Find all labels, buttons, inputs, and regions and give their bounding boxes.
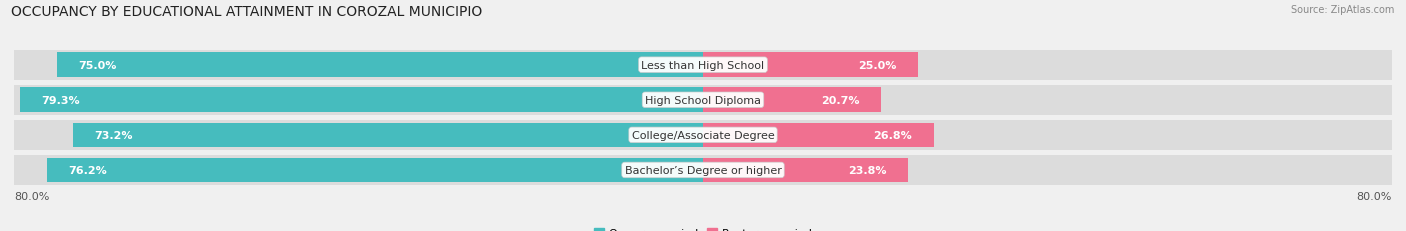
Text: 80.0%: 80.0% — [1357, 191, 1392, 201]
Text: Bachelor’s Degree or higher: Bachelor’s Degree or higher — [624, 165, 782, 175]
Text: 79.3%: 79.3% — [42, 95, 80, 105]
Bar — [14, 155, 703, 185]
Text: 75.0%: 75.0% — [79, 61, 117, 70]
Bar — [703, 155, 1392, 185]
Text: Less than High School: Less than High School — [641, 61, 765, 70]
Text: High School Diploma: High School Diploma — [645, 95, 761, 105]
Text: 23.8%: 23.8% — [848, 165, 886, 175]
Bar — [703, 158, 908, 182]
Text: College/Associate Degree: College/Associate Degree — [631, 130, 775, 140]
Legend: Owner-occupied, Renter-occupied: Owner-occupied, Renter-occupied — [593, 228, 813, 231]
Text: 80.0%: 80.0% — [14, 191, 49, 201]
Bar — [14, 120, 703, 150]
Bar — [703, 88, 882, 112]
Text: OCCUPANCY BY EDUCATIONAL ATTAINMENT IN COROZAL MUNICIPIO: OCCUPANCY BY EDUCATIONAL ATTAINMENT IN C… — [11, 5, 482, 18]
Bar — [46, 158, 703, 182]
Bar — [703, 123, 934, 148]
Text: 26.8%: 26.8% — [873, 130, 912, 140]
Bar — [73, 123, 703, 148]
Bar — [703, 51, 1392, 80]
Text: Source: ZipAtlas.com: Source: ZipAtlas.com — [1291, 5, 1395, 15]
Text: 73.2%: 73.2% — [94, 130, 132, 140]
Bar — [14, 85, 703, 115]
Bar — [58, 53, 703, 78]
Text: 20.7%: 20.7% — [821, 95, 859, 105]
Text: 76.2%: 76.2% — [69, 165, 107, 175]
Bar — [703, 120, 1392, 150]
Bar — [20, 88, 703, 112]
Bar — [703, 53, 918, 78]
Bar — [14, 51, 703, 80]
Bar — [703, 85, 1392, 115]
Text: 25.0%: 25.0% — [859, 61, 897, 70]
